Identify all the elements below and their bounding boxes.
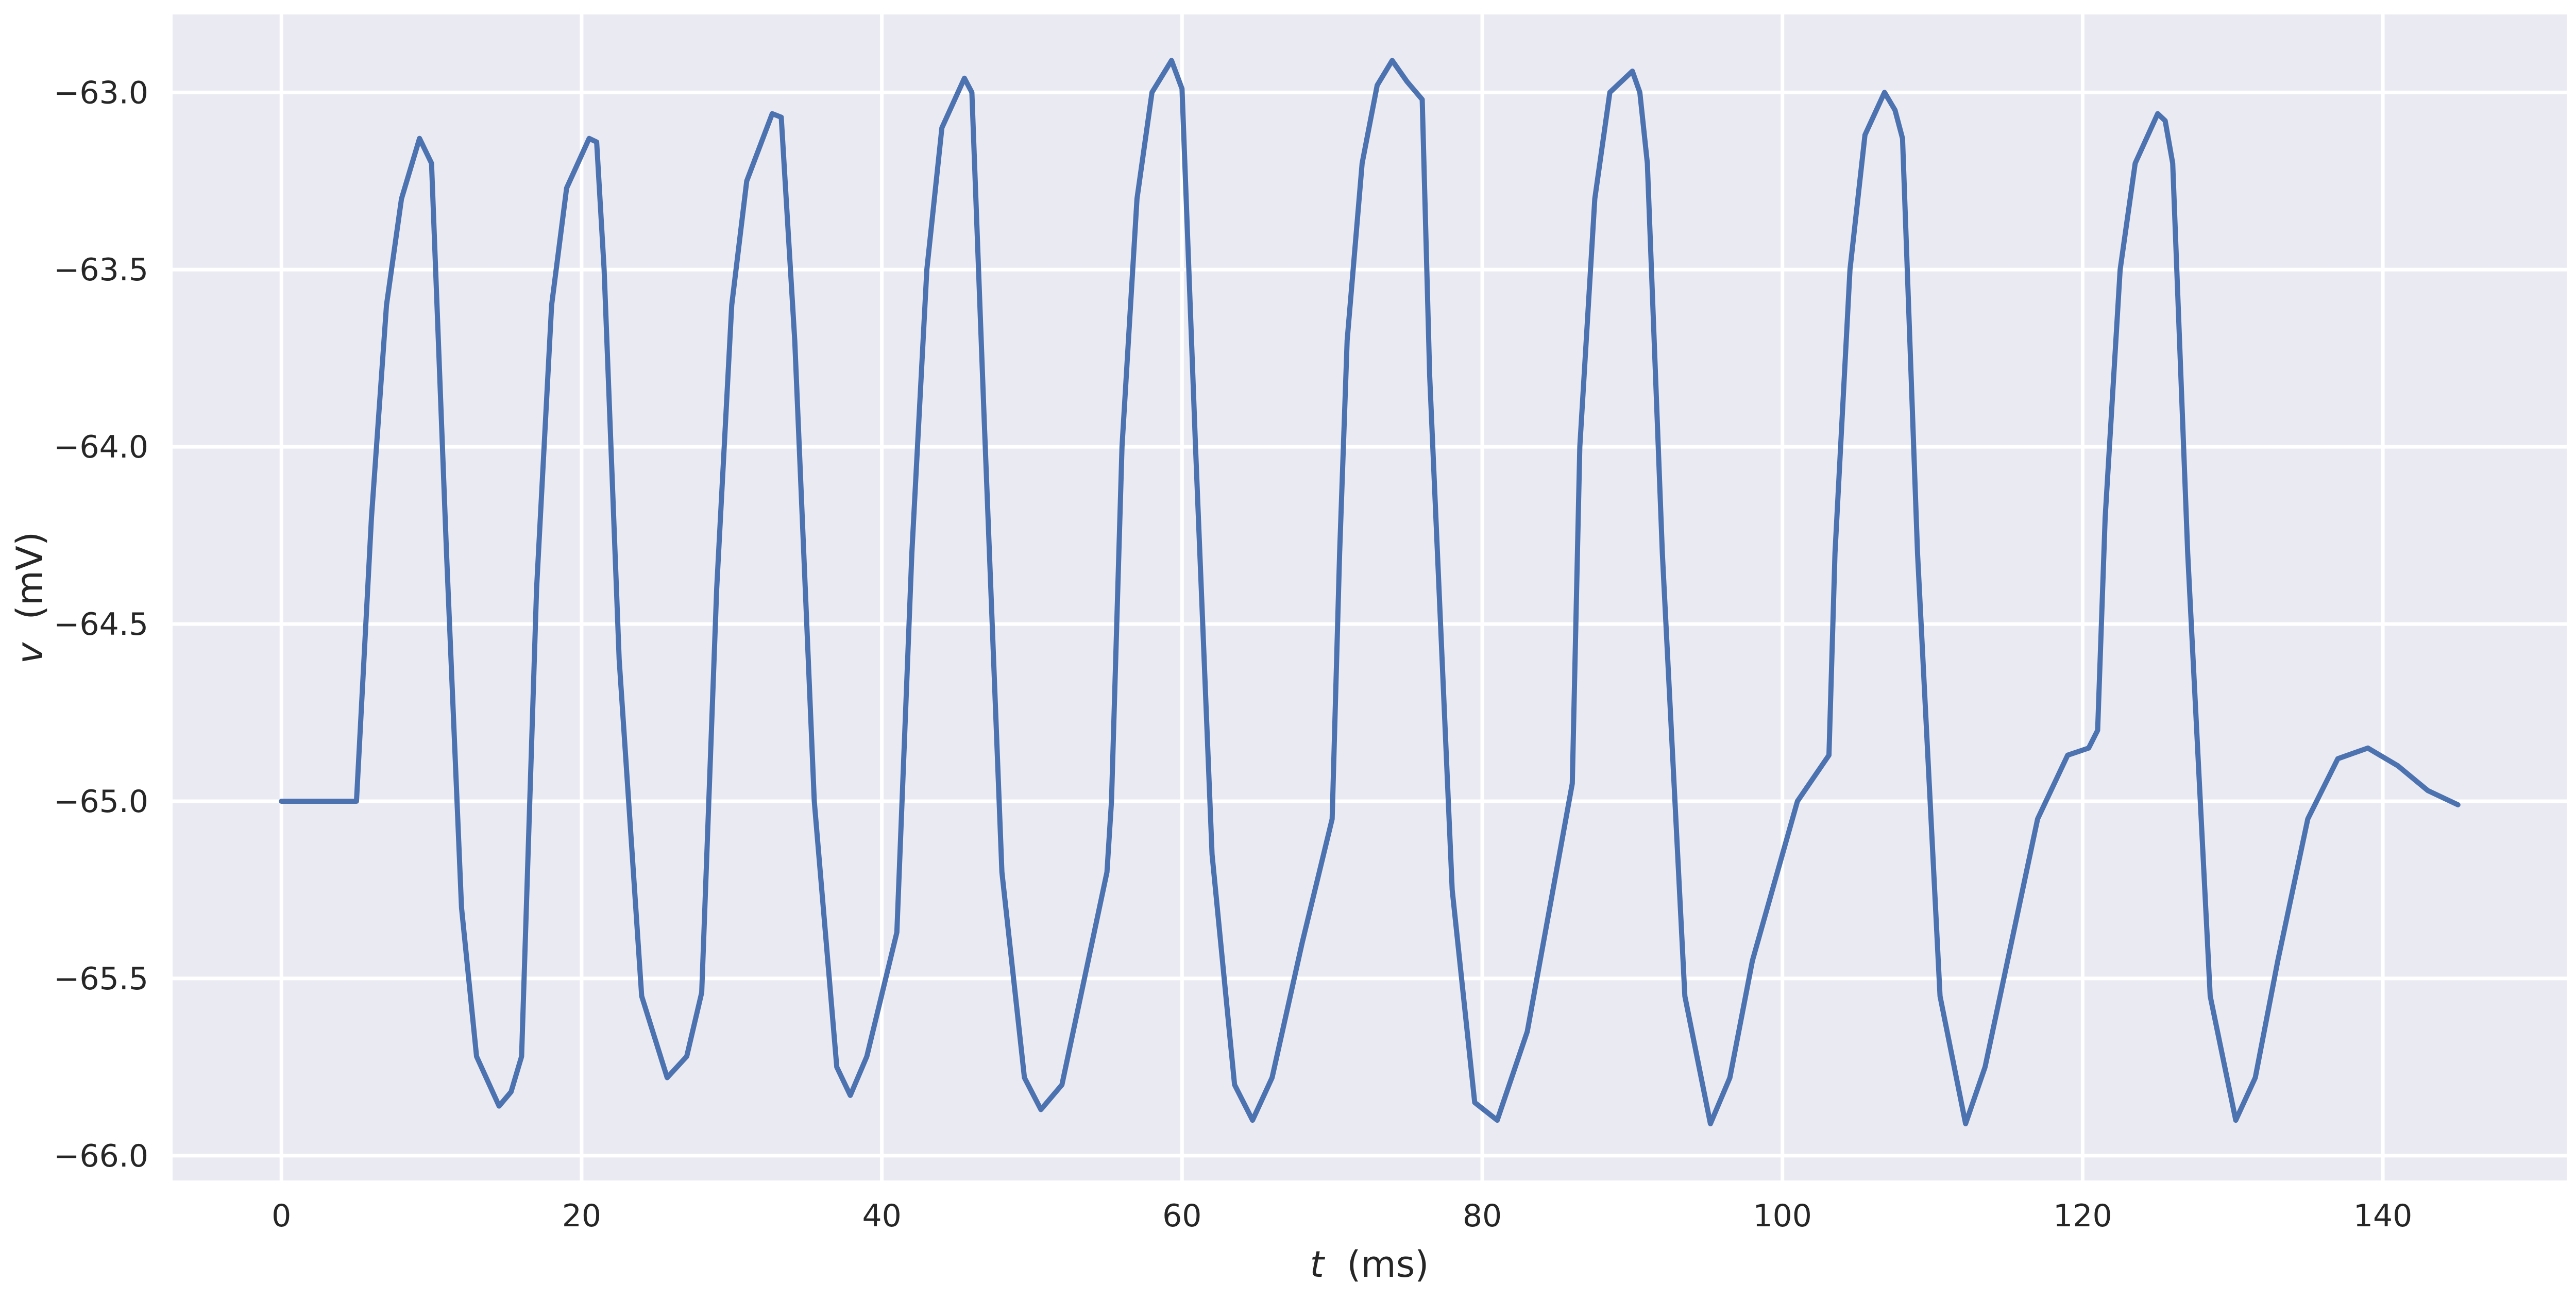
y-tick-label: −64.5 [54,606,148,643]
plot-area-background [173,14,2567,1180]
membrane-voltage-line [279,58,2461,1126]
y-axis-symbol: v [9,641,51,664]
y-tick-label: −65.0 [54,784,148,820]
x-axis-label: t (ms) [1310,1243,1429,1286]
y-tick-label: −66.0 [54,1138,148,1174]
x-tick-label: 100 [1753,1198,1812,1234]
x-axis-symbol: t [1310,1243,1326,1286]
x-tick-label: 80 [1463,1198,1502,1234]
series-layer [279,58,2461,1126]
y-tick-label: −63.5 [54,252,148,288]
x-tick-label: 120 [2053,1198,2112,1234]
y-tick-labels: −63.0 −63.5 −64.0 −64.5 −65.0 −65.5 −66.0 [54,75,148,1174]
vertical-gridlines [279,14,2385,1180]
x-tick-label: 140 [2353,1198,2413,1234]
x-axis-unit: (ms) [1347,1243,1429,1286]
y-axis-label: v (mV) [9,532,51,664]
y-tick-label: −63.0 [54,75,148,111]
x-tick-label: 0 [272,1198,291,1234]
x-tick-label: 20 [562,1198,601,1234]
x-tick-labels: 0 20 40 60 80 100 120 140 [272,1198,2412,1234]
y-tick-label: −65.5 [54,961,148,997]
x-tick-label: 60 [1162,1198,1201,1234]
y-axis-unit: (mV) [9,532,51,620]
x-tick-label: 40 [862,1198,901,1234]
y-tick-label: −64.0 [54,429,148,465]
horizontal-gridlines [173,90,2567,1158]
